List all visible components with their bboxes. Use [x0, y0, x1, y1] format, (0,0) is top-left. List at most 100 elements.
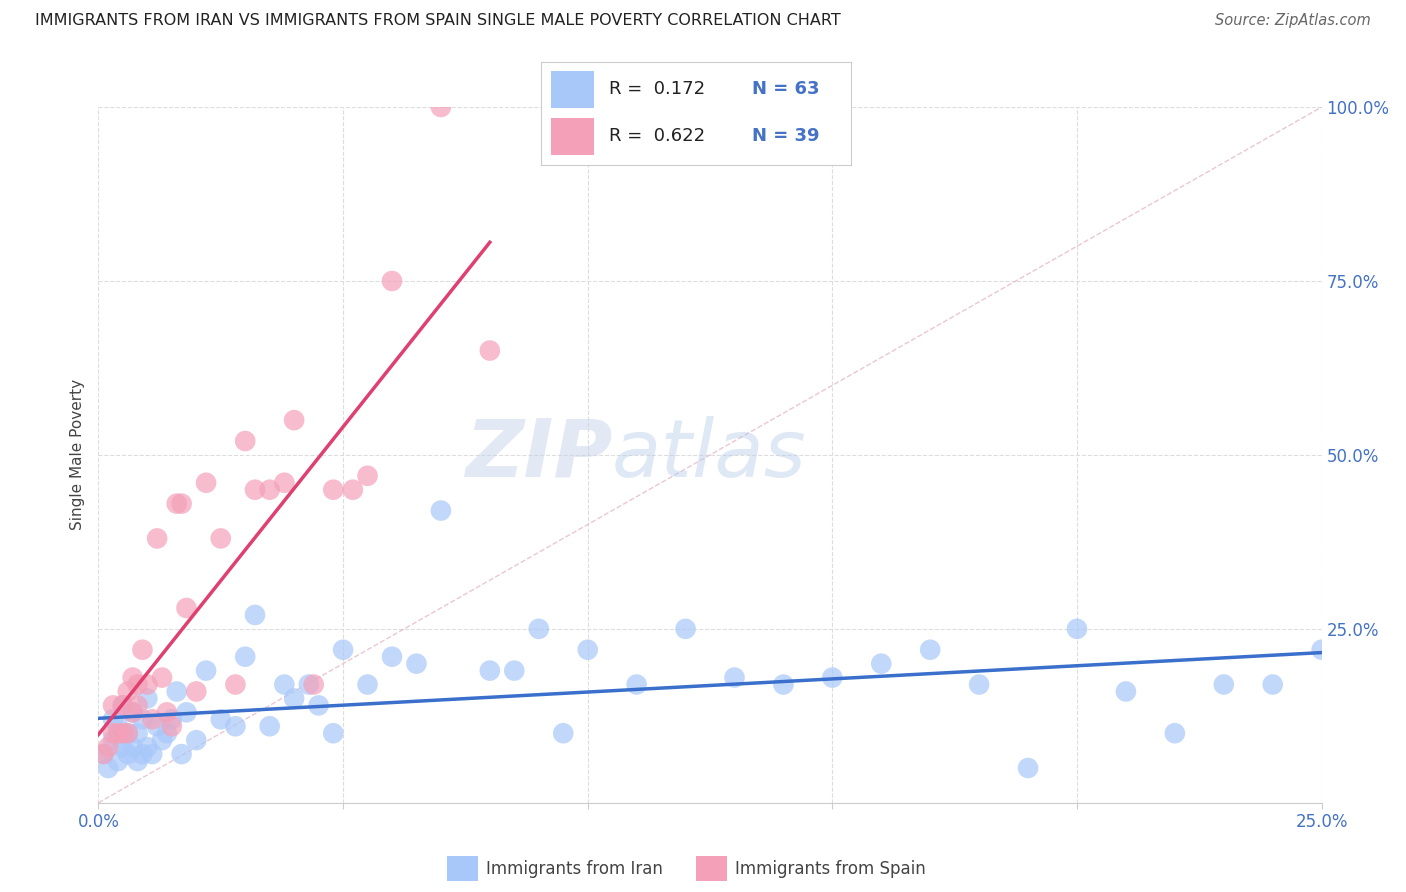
Point — [91, 747, 114, 761]
Point — [870, 657, 893, 671]
Point — [101, 733, 124, 747]
Point — [195, 475, 218, 490]
Point — [160, 719, 183, 733]
Point — [322, 726, 344, 740]
Point — [675, 622, 697, 636]
Point — [121, 671, 143, 685]
Point — [356, 677, 378, 691]
Point — [136, 740, 159, 755]
Point — [121, 740, 143, 755]
FancyBboxPatch shape — [551, 118, 593, 155]
Point — [478, 343, 501, 358]
Point — [478, 664, 501, 678]
Point — [243, 483, 266, 497]
Point — [381, 274, 404, 288]
Point — [1164, 726, 1187, 740]
Text: IMMIGRANTS FROM IRAN VS IMMIGRANTS FROM SPAIN SINGLE MALE POVERTY CORRELATION CH: IMMIGRANTS FROM IRAN VS IMMIGRANTS FROM … — [35, 13, 841, 29]
Point — [322, 483, 344, 497]
Point — [381, 649, 404, 664]
Point — [101, 712, 124, 726]
Point — [1017, 761, 1039, 775]
Point — [156, 726, 179, 740]
Point — [131, 642, 153, 657]
Point — [233, 649, 256, 664]
Text: atlas: atlas — [612, 416, 807, 494]
Point — [97, 761, 120, 775]
Point — [107, 726, 129, 740]
Text: N = 39: N = 39 — [752, 128, 820, 145]
Point — [553, 726, 575, 740]
Point — [308, 698, 330, 713]
Point — [302, 677, 325, 691]
Point — [131, 712, 153, 726]
Point — [101, 698, 124, 713]
Point — [298, 677, 321, 691]
Point — [1261, 677, 1284, 691]
Point — [920, 642, 942, 657]
Text: R =  0.172: R = 0.172 — [609, 80, 706, 98]
Point — [1115, 684, 1137, 698]
Point — [127, 726, 149, 740]
Point — [821, 671, 844, 685]
Point — [405, 657, 427, 671]
Point — [224, 719, 246, 733]
Point — [166, 497, 188, 511]
Point — [131, 747, 153, 761]
Point — [111, 726, 134, 740]
Point — [117, 747, 139, 761]
Point — [209, 712, 232, 726]
Point — [283, 413, 305, 427]
Point — [107, 754, 129, 768]
Point — [430, 100, 453, 114]
Point — [186, 684, 208, 698]
Point — [224, 677, 246, 691]
Point — [723, 671, 745, 685]
Point — [121, 706, 143, 720]
Point — [146, 532, 169, 546]
Point — [186, 733, 208, 747]
Point — [111, 698, 134, 713]
Point — [121, 706, 143, 720]
Point — [332, 642, 354, 657]
Point — [170, 497, 193, 511]
Point — [111, 740, 134, 755]
Point — [243, 607, 266, 622]
Point — [259, 719, 281, 733]
Point — [101, 726, 124, 740]
Point — [233, 434, 256, 448]
Point — [209, 532, 232, 546]
Point — [430, 503, 453, 517]
Text: Source: ZipAtlas.com: Source: ZipAtlas.com — [1215, 13, 1371, 29]
Text: N = 63: N = 63 — [752, 80, 820, 98]
Point — [117, 726, 139, 740]
Point — [772, 677, 794, 691]
Point — [150, 733, 173, 747]
Point — [1310, 642, 1333, 657]
Point — [503, 664, 526, 678]
Point — [576, 642, 599, 657]
Point — [91, 747, 114, 761]
Point — [1212, 677, 1234, 691]
Text: Immigrants from Iran: Immigrants from Iran — [486, 860, 664, 878]
Point — [136, 677, 159, 691]
Point — [527, 622, 550, 636]
Point — [967, 677, 990, 691]
Point — [97, 740, 120, 755]
Point — [342, 483, 364, 497]
Point — [146, 719, 169, 733]
FancyBboxPatch shape — [551, 70, 593, 108]
Point — [356, 468, 378, 483]
Point — [170, 747, 193, 761]
Point — [273, 475, 295, 490]
Point — [156, 706, 179, 720]
Point — [259, 483, 281, 497]
Point — [283, 691, 305, 706]
Point — [150, 671, 173, 685]
Point — [1066, 622, 1088, 636]
Point — [107, 719, 129, 733]
Point — [176, 706, 198, 720]
Point — [176, 601, 198, 615]
Text: ZIP: ZIP — [465, 416, 612, 494]
Text: Immigrants from Spain: Immigrants from Spain — [735, 860, 927, 878]
Point — [136, 691, 159, 706]
